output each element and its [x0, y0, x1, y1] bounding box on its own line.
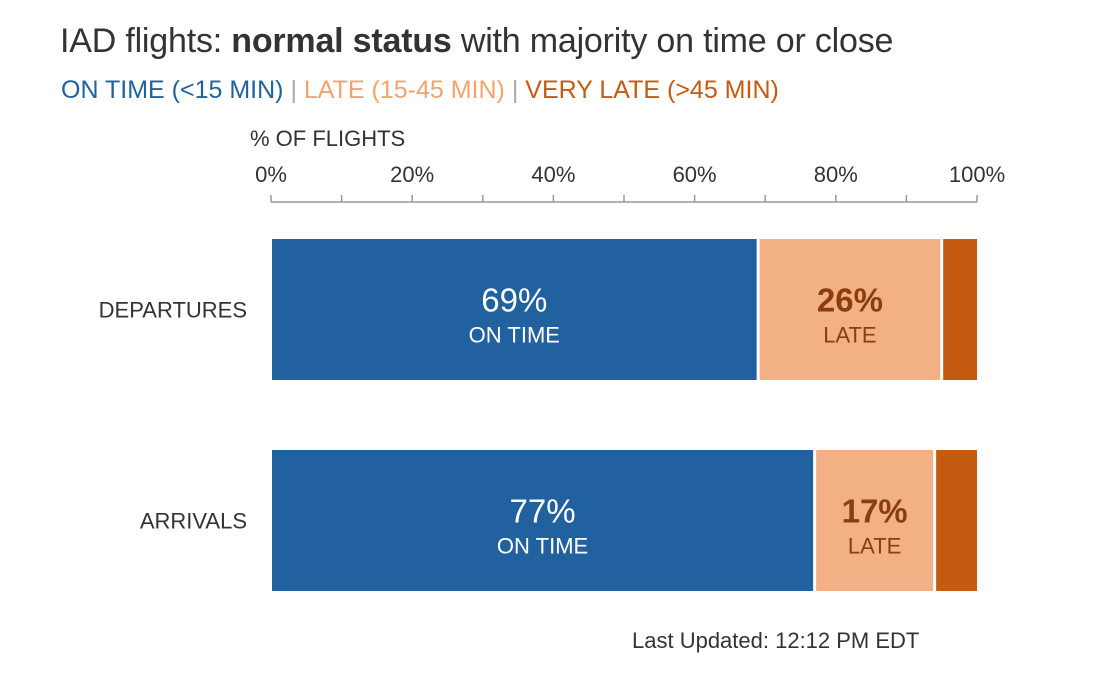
bar-segment-on-time [272, 239, 757, 380]
bar-segment-late [759, 239, 941, 380]
x-tick-label: 60% [673, 162, 717, 187]
legend-subtitle: ON TIME (<15 MIN) | LATE (15-45 MIN) | V… [61, 76, 779, 105]
legend-separator: | [504, 76, 526, 104]
last-updated: Last Updated: 12:12 PM EDT [632, 628, 920, 653]
bar-segment-late [816, 450, 934, 591]
category-label: DEPARTURES [99, 298, 247, 323]
x-tick-label: 40% [531, 162, 575, 187]
legend-separator: | [283, 76, 304, 104]
title-suffix: with majority on time or close [451, 22, 894, 60]
title-prefix: IAD flights: [60, 22, 232, 60]
legend-on-time: ON TIME (<15 MIN) [61, 76, 284, 104]
data-label-status: ON TIME [497, 534, 588, 559]
data-label-status: ON TIME [469, 323, 560, 348]
chart-title: IAD flights: normal status with majority… [60, 22, 893, 61]
title-emphasis: normal status [231, 22, 452, 60]
x-tick-label: 20% [390, 162, 434, 187]
legend-late: LATE (15-45 MIN) [303, 76, 505, 104]
data-label-status: LATE [848, 534, 901, 559]
x-tick-label: 100% [949, 162, 1005, 187]
data-label-value: 77% [510, 493, 576, 530]
x-tick-label: 80% [814, 162, 858, 187]
bar-segment-very-late [936, 450, 977, 591]
data-label-value: 69% [481, 282, 547, 319]
data-label-value: 26% [817, 282, 883, 319]
legend-very-late: VERY LATE (>45 MIN) [525, 76, 779, 104]
bar-segment-on-time [272, 450, 814, 591]
x-tick-label: 0% [255, 162, 287, 187]
data-label-value: 17% [842, 493, 908, 530]
category-label: ARRIVALS [140, 509, 247, 534]
data-label-status: LATE [823, 323, 876, 348]
bar-segment-very-late [943, 239, 977, 380]
x-axis-label: % OF FLIGHTS [250, 126, 405, 151]
